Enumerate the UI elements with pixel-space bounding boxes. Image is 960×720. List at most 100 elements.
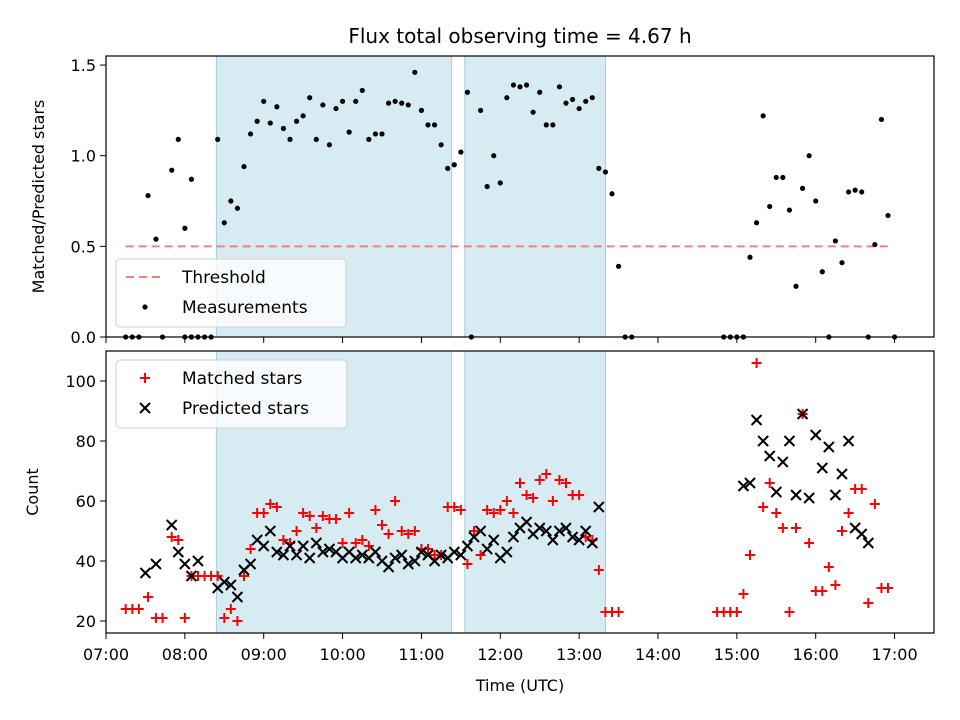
matched-point [390, 496, 401, 506]
y-tick-label: 60 [76, 492, 96, 511]
measurement-point [145, 192, 151, 199]
matched-point [534, 475, 545, 485]
predicted-point [323, 543, 336, 555]
predicted-point [172, 546, 184, 558]
predicted-point [461, 540, 474, 552]
measurement-point [832, 238, 839, 244]
predicted-point [566, 531, 579, 543]
measurement-point [872, 241, 878, 248]
measurement-point [287, 136, 293, 142]
predicted-point [455, 549, 467, 561]
predicted-point [810, 429, 822, 441]
matched-point [823, 562, 834, 572]
predicted-point [448, 546, 460, 558]
predicted-point [823, 441, 835, 453]
measurement-point [576, 105, 582, 112]
measurement-point [326, 142, 333, 148]
measurement-point [786, 207, 793, 213]
matched-point [363, 541, 374, 551]
matched-point [173, 535, 184, 545]
measurement-point [773, 174, 779, 181]
predicted-point [540, 525, 552, 537]
matched-point [291, 526, 302, 536]
observing-interval [464, 350, 606, 634]
predicted-point [290, 549, 303, 561]
matched-point [396, 526, 407, 536]
matched-point [869, 499, 880, 509]
x-tick-label: 11:00 [398, 645, 444, 664]
matched-point [574, 490, 585, 500]
measurement-point [451, 162, 457, 168]
predicted-point [790, 489, 802, 501]
matched-point [613, 607, 624, 617]
predicted-point [225, 579, 237, 591]
measurement-point [504, 95, 510, 101]
y-tick-label: 1.0 [71, 147, 96, 166]
predicted-point [770, 486, 782, 498]
matched-point [377, 520, 387, 530]
matched-point [239, 571, 249, 581]
predicted-point [304, 552, 316, 564]
matched-point [265, 499, 276, 509]
measurement-point [556, 84, 563, 90]
measurement-point [530, 109, 536, 115]
predicted-point [474, 525, 487, 537]
y-tick-label: 80 [76, 432, 96, 451]
predicted-point [737, 480, 750, 492]
measurement-point [346, 129, 352, 135]
y-tick-label: 100 [65, 372, 96, 391]
predicted-point [258, 540, 270, 552]
matched-point [317, 511, 328, 521]
x-tick-label: 10:00 [320, 645, 366, 664]
predicted-point [264, 525, 276, 537]
matched-point [449, 502, 460, 512]
matched-point [143, 592, 154, 602]
matched-point [462, 559, 473, 569]
predicted-point [507, 531, 520, 543]
measurement-point [405, 102, 411, 108]
predicted-point [488, 534, 500, 546]
matched-point [508, 508, 519, 518]
predicted-point [231, 591, 244, 603]
measurement-point [885, 212, 891, 219]
legend-label: Predicted stars [182, 399, 309, 419]
matched-point [383, 529, 394, 539]
matched-point [856, 484, 867, 494]
measurement-point [813, 198, 819, 204]
predicted-point [179, 558, 191, 570]
matched-point [528, 493, 539, 503]
matched-point [133, 604, 144, 614]
measurement-point [339, 98, 346, 104]
predicted-point [435, 549, 447, 561]
matched-point [501, 496, 512, 506]
measurement-point [215, 136, 221, 142]
matched-point [344, 508, 355, 518]
measurement-point [767, 203, 773, 210]
predicted-point [534, 522, 546, 534]
predicted-point [573, 534, 585, 546]
matched-point [804, 538, 815, 548]
matched-point [791, 523, 801, 533]
measurement-point [583, 98, 589, 104]
y-tick-label: 0.0 [71, 328, 96, 347]
measurement-point [241, 163, 247, 170]
predicted-point [593, 501, 605, 513]
predicted-point [553, 525, 566, 537]
measurement-point [464, 89, 471, 95]
measurement-point [589, 95, 595, 101]
matched-point [357, 535, 368, 545]
matched-point [561, 478, 571, 488]
predicted-point [284, 540, 296, 552]
matched-point [271, 502, 282, 512]
measurement-point [379, 131, 385, 137]
measurement-point [182, 225, 188, 231]
measurement-point [359, 87, 365, 94]
predicted-point [277, 549, 290, 561]
measurement-point [458, 149, 464, 155]
matched-point [179, 613, 190, 623]
predicted-point [586, 537, 598, 549]
measurement-point [221, 220, 227, 226]
measurement-point [859, 189, 865, 195]
x-tick-label: 14:00 [635, 645, 681, 664]
predicted-point [150, 558, 162, 570]
